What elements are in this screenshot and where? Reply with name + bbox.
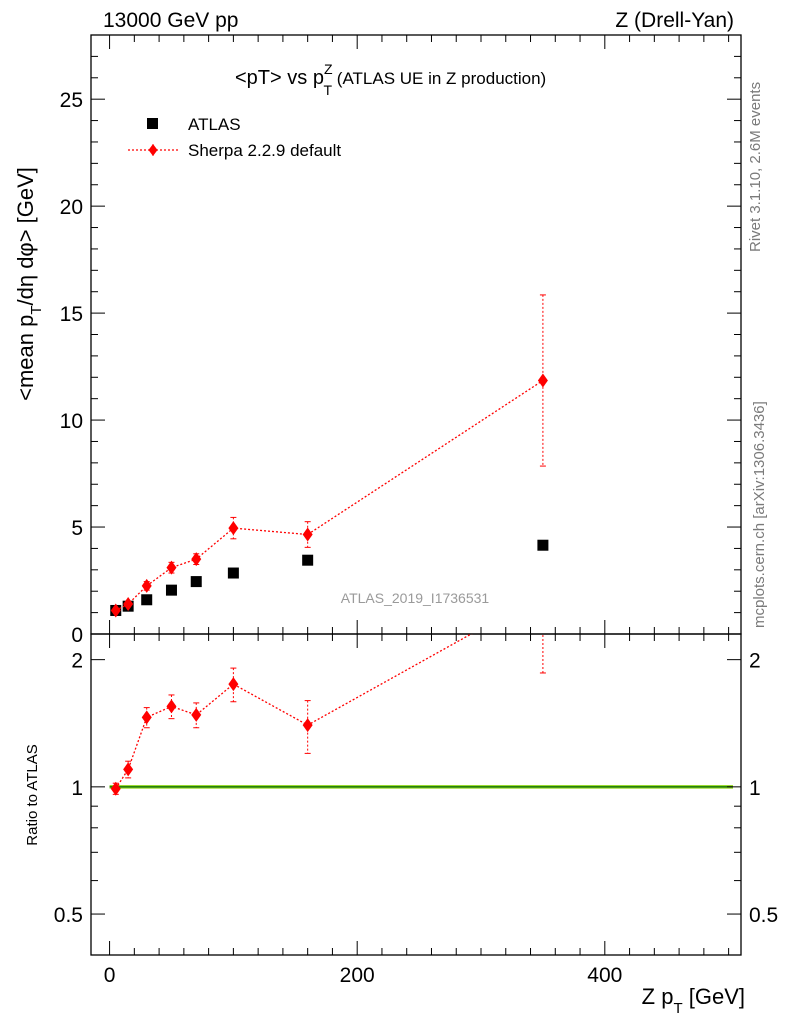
plot-title-main: <pT> vs p (235, 67, 324, 89)
header-right: Z (Drell-Yan) (615, 9, 734, 32)
legend-atlas-marker (147, 118, 158, 129)
main-y-axis-label-b: /dη dφ> [GeV] (13, 167, 38, 305)
x-axis-label-sub: T (673, 1000, 682, 1017)
main-y-axis-label-sub: T (28, 306, 45, 315)
main-y-tick-label: 25 (60, 89, 83, 112)
sherpa-data-point (110, 603, 121, 618)
sherpa-data-point (537, 373, 548, 388)
ratio-y-tick-label-right: 2 (749, 650, 761, 673)
ratio-y-tick-label-left: 0.5 (54, 904, 83, 927)
legend-sherpa-label: Sherpa 2.2.9 default (188, 141, 341, 160)
main-y-tick-label: 15 (60, 303, 83, 326)
ratio-sherpa-data-point (166, 699, 177, 714)
ratio-sherpa-data-point (228, 677, 239, 692)
header-left: 13000 GeV pp (103, 9, 238, 32)
ratio-y-axis-label: Ratio to ATLAS (24, 744, 41, 845)
atlas-data-point (165, 584, 177, 596)
sherpa-data-point (191, 552, 202, 567)
plot-title-rest: (ATLAS UE in Z production) (332, 69, 546, 88)
main-series-layer (110, 294, 549, 618)
ratio-sherpa-data-point (123, 762, 134, 777)
sherpa-data-point (302, 527, 313, 542)
x-tick-label: 0 (104, 964, 116, 987)
mcplots-label: mcplots.cern.ch [arXiv:1306.3436] (751, 401, 768, 628)
ratio-y-tick-label-right: 0.5 (749, 904, 778, 927)
atlas-data-point (227, 567, 239, 579)
ratio-sherpa-data-point (141, 710, 152, 725)
atlas-data-point (537, 539, 549, 551)
x-axis-label: Z pT [GeV] (642, 984, 745, 1017)
main-y-tick-label: 10 (60, 410, 83, 433)
legend-sherpa-marker (148, 144, 158, 156)
ratio-sherpa-data-point (191, 707, 202, 722)
ratio-series-layer (110, 587, 548, 796)
ratio-y-tick-label-left: 2 (71, 650, 83, 673)
sherpa-data-point (166, 560, 177, 575)
atlas-data-point (302, 554, 314, 566)
ratio-panel: 0.5 0.5 1 1 2 2 0 200 400 Ratio to ATLAS Z pT [G… (24, 587, 778, 1017)
sherpa-line (115, 379, 544, 612)
ratio-sherpa-data-point (538, 587, 548, 601)
main-axis-ticks: 0 5 10 15 20 25 (60, 34, 741, 647)
ratio-y-tick-label-left: 1 (71, 777, 83, 800)
x-tick-label: 200 (340, 964, 375, 987)
sherpa-data-point (228, 521, 239, 536)
main-y-tick-label: 5 (71, 517, 83, 540)
analysis-watermark: ATLAS_2019_I1736531 (341, 590, 490, 606)
plot-title-sub: T (324, 82, 333, 98)
main-y-tick-label: 20 (60, 196, 83, 219)
plot-title-sup: Z (324, 61, 333, 77)
ratio-panel-frame (90, 633, 742, 956)
sherpa-data-point (141, 578, 152, 593)
main-y-tick-label: 0 (71, 624, 83, 647)
ratio-reference-band (109, 785, 734, 789)
plot-title: <pT> vs pZ T (ATLAS UE in Z production) (235, 61, 546, 98)
legend-atlas-label: ATLAS (188, 115, 241, 134)
ratio-sherpa-line (115, 634, 473, 790)
x-axis-label-a: Z p (642, 984, 674, 1009)
sherpa-data-point (123, 597, 134, 612)
x-tick-label: 400 (587, 964, 622, 987)
ratio-axis-ticks: 0.5 0.5 1 1 2 2 0 200 400 (54, 634, 778, 987)
main-y-axis-label-a: <mean p (13, 315, 38, 401)
ratio-sherpa-data-point (302, 718, 313, 733)
ratio-sherpa-data-point (110, 781, 121, 796)
ratio-y-tick-label-right: 1 (749, 777, 761, 800)
rivet-version-label: Rivet 3.1.10, 2.6M events (747, 82, 764, 252)
x-axis-label-b: [GeV] (683, 984, 745, 1009)
legend: ATLAS Sherpa 2.2.9 default (128, 115, 341, 160)
atlas-data-point (190, 576, 202, 588)
ratio-series-group (110, 587, 548, 796)
atlas-data-point (141, 594, 153, 606)
main-y-axis-label: <mean pT/dη dφ> [GeV] (13, 167, 45, 401)
